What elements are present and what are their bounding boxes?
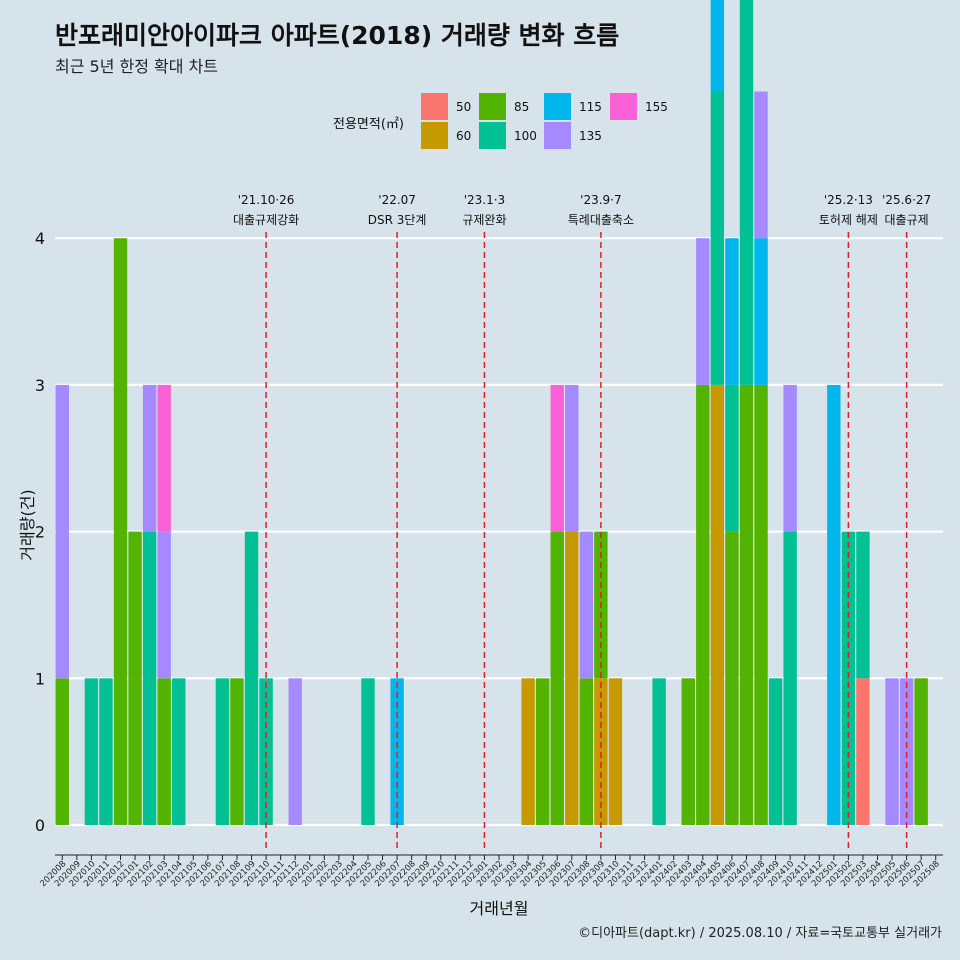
bar-202011-100 — [99, 678, 113, 825]
event-date: '23.9·7 — [580, 193, 621, 207]
bar-202307-135 — [565, 384, 579, 532]
legend-label-50: 50 — [456, 100, 471, 114]
bar-202205-100 — [361, 678, 375, 825]
bar-202103-135 — [157, 531, 171, 679]
bar-202112-135 — [288, 678, 302, 825]
bar-202408-115 — [754, 238, 768, 385]
bar-202305-85 — [535, 678, 550, 825]
y-tick-label: 3 — [35, 376, 45, 395]
bar-202103-85 — [157, 678, 171, 825]
bar-202310-60 — [608, 678, 623, 825]
bar-202307-60 — [565, 531, 579, 825]
bar-202406-115 — [725, 238, 739, 385]
bar-202401-100 — [652, 678, 666, 825]
bar-202107-100 — [215, 678, 230, 825]
bar-202008-135 — [55, 384, 69, 679]
x-axis-title: 거래년월 — [470, 899, 529, 918]
bar-202404-135 — [696, 238, 710, 385]
bar-202309-60 — [594, 678, 608, 825]
bar-202407-100 — [739, 0, 754, 385]
legend-title: 전용면적(㎡) — [333, 117, 404, 132]
bar-202306-85 — [550, 531, 564, 825]
y-tick-label: 2 — [35, 523, 45, 542]
source-caption: ©디아파트(dapt.kr) / 2025.08.10 / 자료=국토교통부 실… — [578, 926, 942, 941]
chart-subtitle: 최근 5년 한정 확대 차트 — [55, 57, 219, 76]
bar-202101-85 — [128, 531, 142, 825]
bar-202308-85 — [579, 678, 594, 825]
event-label: 대출규제강화 — [233, 213, 299, 227]
bar-202505-135 — [885, 678, 899, 825]
bar-202405-60 — [710, 384, 725, 825]
bar-202410-100 — [783, 531, 797, 825]
bar-202403-85 — [681, 678, 695, 825]
bar-202104-100 — [172, 678, 186, 825]
bar-202407-85 — [739, 384, 754, 825]
bar-202008-85 — [55, 678, 69, 825]
y-tick-label: 0 — [35, 816, 45, 835]
bar-202102-100 — [142, 531, 157, 825]
bar-202506-135 — [899, 678, 914, 825]
event-label: 대출규제 — [885, 213, 929, 227]
event-date: '21.10·26 — [238, 193, 295, 207]
legend-swatch-115 — [544, 93, 571, 120]
bar-202503-50 — [856, 678, 870, 825]
event-date: '25.6·27 — [882, 193, 931, 207]
legend-swatch-100 — [479, 122, 506, 149]
event-label: 특례대출축소 — [568, 213, 634, 227]
bar-202102-135 — [142, 384, 157, 532]
bar-202012-85 — [113, 238, 128, 825]
bar-202503-100 — [856, 531, 870, 679]
legend-swatch-50 — [421, 93, 448, 120]
legend-label-60: 60 — [456, 129, 471, 143]
legend-swatch-60 — [421, 122, 448, 149]
legend-label-115: 115 — [579, 100, 602, 114]
bar-202110-100 — [259, 678, 273, 825]
bar-202409-100 — [768, 678, 783, 825]
legend-swatch-85 — [479, 93, 506, 120]
bar-202308-135 — [579, 531, 594, 679]
bar-202010-100 — [84, 678, 99, 825]
bar-202410-135 — [783, 384, 797, 532]
legend-swatch-155 — [610, 93, 637, 120]
bar-202405-100 — [710, 91, 725, 385]
event-label: DSR 3단계 — [368, 213, 427, 227]
bar-202406-100 — [725, 384, 739, 532]
legend-swatch-135 — [544, 122, 571, 149]
legend-label-85: 85 — [514, 100, 529, 114]
bar-202405-115 — [710, 0, 725, 92]
event-date: '23.1·3 — [464, 193, 505, 207]
bar-202502-100 — [841, 531, 856, 825]
bar-202501-115 — [827, 384, 841, 825]
event-date: '25.2·13 — [824, 193, 873, 207]
legend-label-135: 135 — [579, 129, 602, 143]
event-label: 규제완화 — [462, 213, 506, 227]
y-tick-label: 4 — [35, 229, 45, 248]
y-tick-label: 1 — [35, 669, 45, 688]
bar-202408-85 — [754, 384, 768, 825]
y-axis-title: 거래량(건) — [18, 489, 37, 560]
bar-202108-85 — [230, 678, 244, 825]
event-label: 토허제 해제 — [819, 213, 878, 227]
bar-202207-115 — [390, 678, 404, 825]
legend-label-155: 155 — [645, 100, 668, 114]
bar-202109-100 — [244, 531, 259, 825]
bar-202304-60 — [521, 678, 535, 825]
bar-202404-85 — [696, 384, 710, 825]
chart-title: 반포래미안아이파크 아파트(2018) 거래량 변화 흐름 — [55, 21, 620, 50]
bar-202408-135 — [754, 91, 768, 239]
bar-202507-85 — [914, 678, 928, 825]
bar-202406-85 — [725, 531, 739, 825]
bar-202103-155 — [157, 384, 171, 532]
legend-label-100: 100 — [514, 129, 537, 143]
bar-202306-155 — [550, 384, 564, 532]
event-date: '22.07 — [378, 193, 416, 207]
